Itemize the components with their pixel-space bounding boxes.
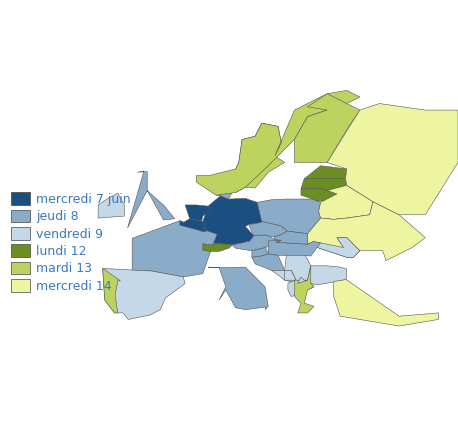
Polygon shape — [216, 177, 242, 199]
Polygon shape — [288, 280, 301, 297]
Polygon shape — [274, 231, 307, 244]
Polygon shape — [208, 267, 268, 310]
Polygon shape — [301, 189, 337, 201]
Polygon shape — [185, 205, 211, 221]
Polygon shape — [257, 199, 321, 234]
Polygon shape — [284, 253, 311, 283]
Polygon shape — [252, 254, 284, 270]
Polygon shape — [307, 266, 347, 285]
Polygon shape — [304, 166, 347, 179]
Polygon shape — [103, 269, 185, 319]
Polygon shape — [327, 104, 458, 215]
Polygon shape — [232, 235, 281, 251]
Polygon shape — [132, 221, 217, 277]
Polygon shape — [202, 228, 206, 231]
Polygon shape — [272, 270, 298, 283]
Polygon shape — [196, 91, 360, 195]
Polygon shape — [294, 266, 314, 313]
Polygon shape — [307, 238, 360, 257]
Polygon shape — [298, 277, 307, 283]
Polygon shape — [203, 244, 232, 251]
Polygon shape — [180, 219, 206, 231]
Polygon shape — [235, 123, 284, 192]
Polygon shape — [268, 240, 321, 256]
Polygon shape — [294, 94, 360, 162]
Polygon shape — [284, 270, 298, 283]
Polygon shape — [307, 202, 425, 261]
Polygon shape — [337, 238, 360, 257]
Polygon shape — [128, 171, 174, 228]
Polygon shape — [203, 196, 262, 245]
Legend: mercredi 7 juin, jeudi 8, vendredi 9, lundi 12, mardi 13, mercredi 14: mercredi 7 juin, jeudi 8, vendredi 9, lu… — [6, 187, 136, 298]
Polygon shape — [98, 193, 124, 218]
Polygon shape — [319, 185, 373, 220]
Polygon shape — [252, 247, 268, 257]
Polygon shape — [103, 269, 120, 313]
Polygon shape — [298, 283, 314, 290]
Polygon shape — [249, 221, 287, 237]
Polygon shape — [301, 179, 347, 191]
Polygon shape — [334, 280, 438, 326]
